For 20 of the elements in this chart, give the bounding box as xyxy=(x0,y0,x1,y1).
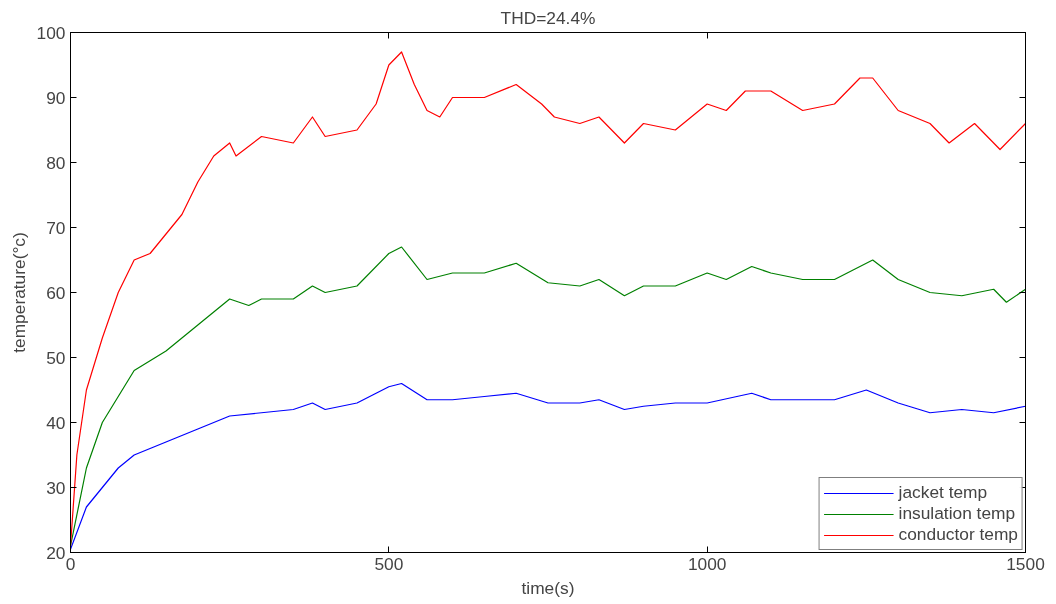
line-series xyxy=(70,246,1026,547)
x-tick-label: 1500 xyxy=(1006,553,1045,574)
legend-label: insulation temp xyxy=(898,503,1016,524)
x-tick-label: 1000 xyxy=(687,553,727,574)
y-tick-label: 90 xyxy=(46,87,66,108)
y-tick-label: 60 xyxy=(46,282,66,303)
y-tick-label: 100 xyxy=(36,22,66,43)
y-tick-label: 40 xyxy=(46,412,66,433)
x-tick-label: 0 xyxy=(65,553,76,574)
legend-label: conductor temp xyxy=(898,524,1018,545)
y-tick-label: 50 xyxy=(46,347,66,368)
y-axis-title: temperature(°c) xyxy=(8,232,29,353)
chart-title: THD=24.4% xyxy=(500,7,596,28)
legend-label: jacket temp xyxy=(898,482,988,503)
y-tick-label: 70 xyxy=(46,217,66,238)
y-tick-label: 20 xyxy=(46,542,66,563)
x-axis-title: time(s) xyxy=(521,577,575,598)
x-tick-label: 500 xyxy=(374,553,404,574)
y-tick-label: 80 xyxy=(46,152,66,173)
y-tick-label: 30 xyxy=(46,477,66,498)
